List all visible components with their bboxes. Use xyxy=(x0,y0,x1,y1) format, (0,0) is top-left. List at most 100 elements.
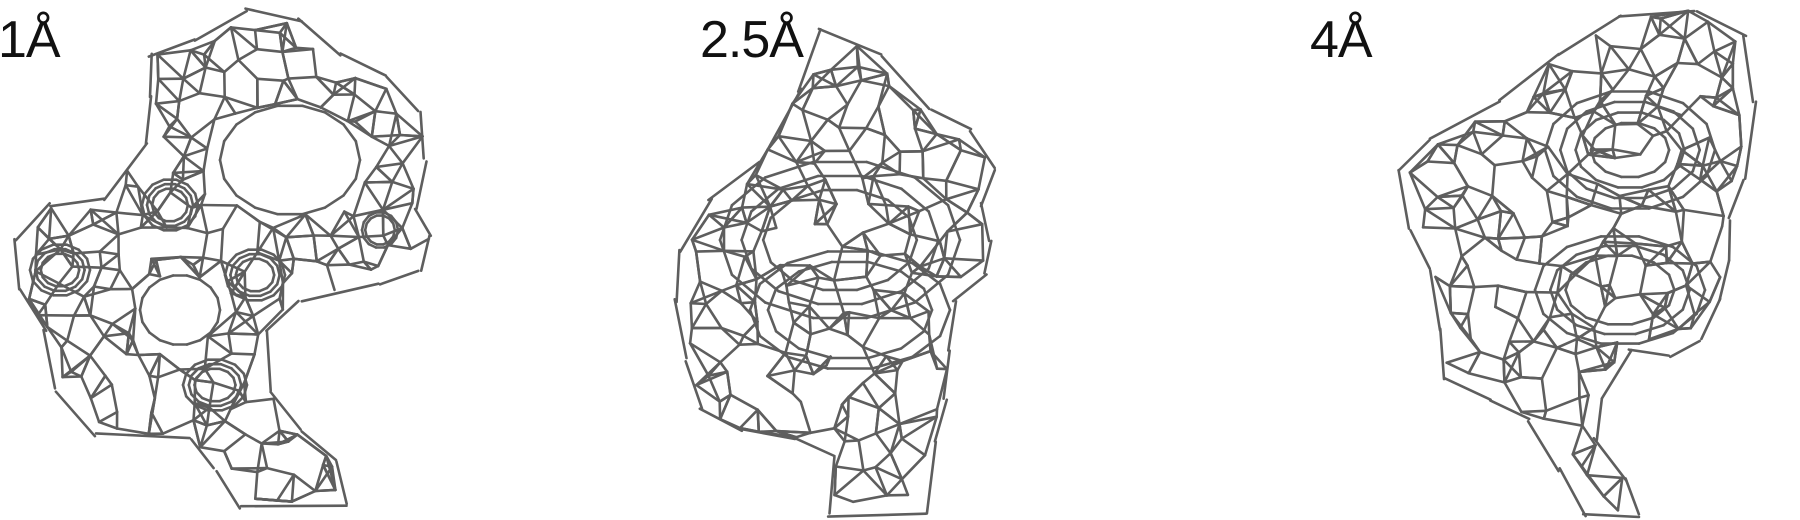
mesh-edge xyxy=(1581,134,1590,156)
mesh-edge xyxy=(171,169,205,175)
mesh-edge xyxy=(18,288,48,333)
mesh-edge xyxy=(175,117,193,139)
mesh-edge xyxy=(1503,120,1529,140)
mesh-edge xyxy=(825,202,838,226)
mesh-edge xyxy=(72,295,86,317)
mesh-edge xyxy=(222,449,233,470)
mesh-edge xyxy=(1530,155,1539,179)
mesh-edge xyxy=(177,77,185,103)
mesh-edge xyxy=(80,375,93,400)
mesh-edge xyxy=(1533,288,1545,316)
mesh-edge xyxy=(933,398,949,443)
mesh-edge xyxy=(790,198,821,202)
mesh-edge xyxy=(82,295,92,317)
mesh-edge xyxy=(241,257,252,264)
mesh-edge xyxy=(1699,95,1715,108)
mesh-edge xyxy=(880,133,887,165)
mesh-edge xyxy=(1426,143,1440,163)
mesh-edge xyxy=(889,308,912,320)
mesh-edge xyxy=(935,275,963,279)
mesh-edge xyxy=(145,203,151,216)
mesh-edge xyxy=(1663,291,1670,310)
mesh-edge xyxy=(272,253,284,266)
mesh-edge xyxy=(760,205,772,233)
mesh-edge xyxy=(1521,155,1539,163)
mesh-edge xyxy=(144,94,153,145)
mesh-edge xyxy=(889,422,901,455)
mesh-edge xyxy=(60,346,64,379)
mesh-edge xyxy=(88,354,107,378)
mesh-edge xyxy=(777,134,798,164)
mesh-edge xyxy=(834,439,846,468)
mesh-edge xyxy=(1609,44,1643,51)
mesh-edge xyxy=(763,301,815,320)
mesh-edge xyxy=(1649,15,1661,37)
mesh-edge xyxy=(255,466,269,474)
mesh-edge xyxy=(1571,443,1597,456)
mesh-edge xyxy=(827,327,849,337)
mesh-edge xyxy=(1683,37,1700,66)
mesh-edge xyxy=(1682,208,1725,218)
mesh-edge xyxy=(927,309,931,336)
mesh-edge xyxy=(1720,40,1737,79)
mesh-edge xyxy=(1614,292,1642,300)
mesh-edge xyxy=(1523,235,1544,239)
mesh-edge xyxy=(1542,312,1569,335)
mesh-edge xyxy=(285,21,298,50)
mesh-edge xyxy=(1598,72,1603,103)
mesh-edge xyxy=(42,328,57,390)
mesh-edge xyxy=(1618,188,1650,198)
mesh-edge xyxy=(1638,134,1655,156)
mesh-edge xyxy=(790,188,825,202)
mesh-edge xyxy=(913,127,939,136)
mesh-edge xyxy=(275,473,296,502)
mesh-edge xyxy=(36,207,53,229)
mesh-edge xyxy=(899,270,926,291)
mesh-edge xyxy=(1448,284,1453,315)
mesh-edge xyxy=(201,256,223,263)
mesh-edge xyxy=(1445,361,1471,375)
mesh-edge xyxy=(34,269,61,285)
mesh-edge xyxy=(1715,164,1739,193)
mesh-edge xyxy=(1594,34,1612,48)
mesh-edge xyxy=(192,418,202,449)
mesh-edge xyxy=(1473,120,1505,137)
mesh-edge xyxy=(1663,148,1671,164)
mesh-edge xyxy=(342,177,358,197)
mesh-edge xyxy=(221,204,239,231)
mesh-edge xyxy=(74,252,84,263)
mesh-edge xyxy=(1708,260,1722,279)
mesh-edge xyxy=(859,72,889,82)
mesh-edge xyxy=(190,438,215,470)
mesh-edge xyxy=(942,256,985,262)
mesh-edge xyxy=(1558,148,1569,173)
mesh-edge xyxy=(870,355,914,370)
mesh-edge xyxy=(1565,170,1588,190)
mesh-edge xyxy=(43,303,49,329)
mesh-edge xyxy=(1593,254,1603,288)
mesh-edge xyxy=(300,104,327,114)
mesh-edge xyxy=(846,79,863,106)
mesh-edge xyxy=(781,188,794,202)
mesh-edge xyxy=(1569,303,1588,319)
mesh-edge xyxy=(766,308,778,333)
mesh-edge xyxy=(1611,148,1642,156)
mesh-edge xyxy=(1434,275,1452,288)
mesh-edge xyxy=(389,214,398,224)
mesh-edge xyxy=(158,338,175,346)
mesh-edge xyxy=(829,68,838,88)
mesh-edge xyxy=(855,188,890,202)
mesh-edge xyxy=(85,257,92,272)
mesh-edge xyxy=(1533,264,1545,292)
mesh-edge xyxy=(942,256,963,279)
mesh-edge xyxy=(1502,358,1506,384)
mesh-edge xyxy=(156,368,181,379)
mesh-edge xyxy=(899,329,926,350)
mesh-edge xyxy=(313,465,334,493)
mesh-edge xyxy=(311,47,318,79)
mesh-edge xyxy=(137,353,151,378)
mesh-edge xyxy=(848,149,864,180)
mesh-edge xyxy=(143,215,154,227)
mesh-edge xyxy=(874,465,889,497)
mesh-edge xyxy=(1544,396,1581,413)
